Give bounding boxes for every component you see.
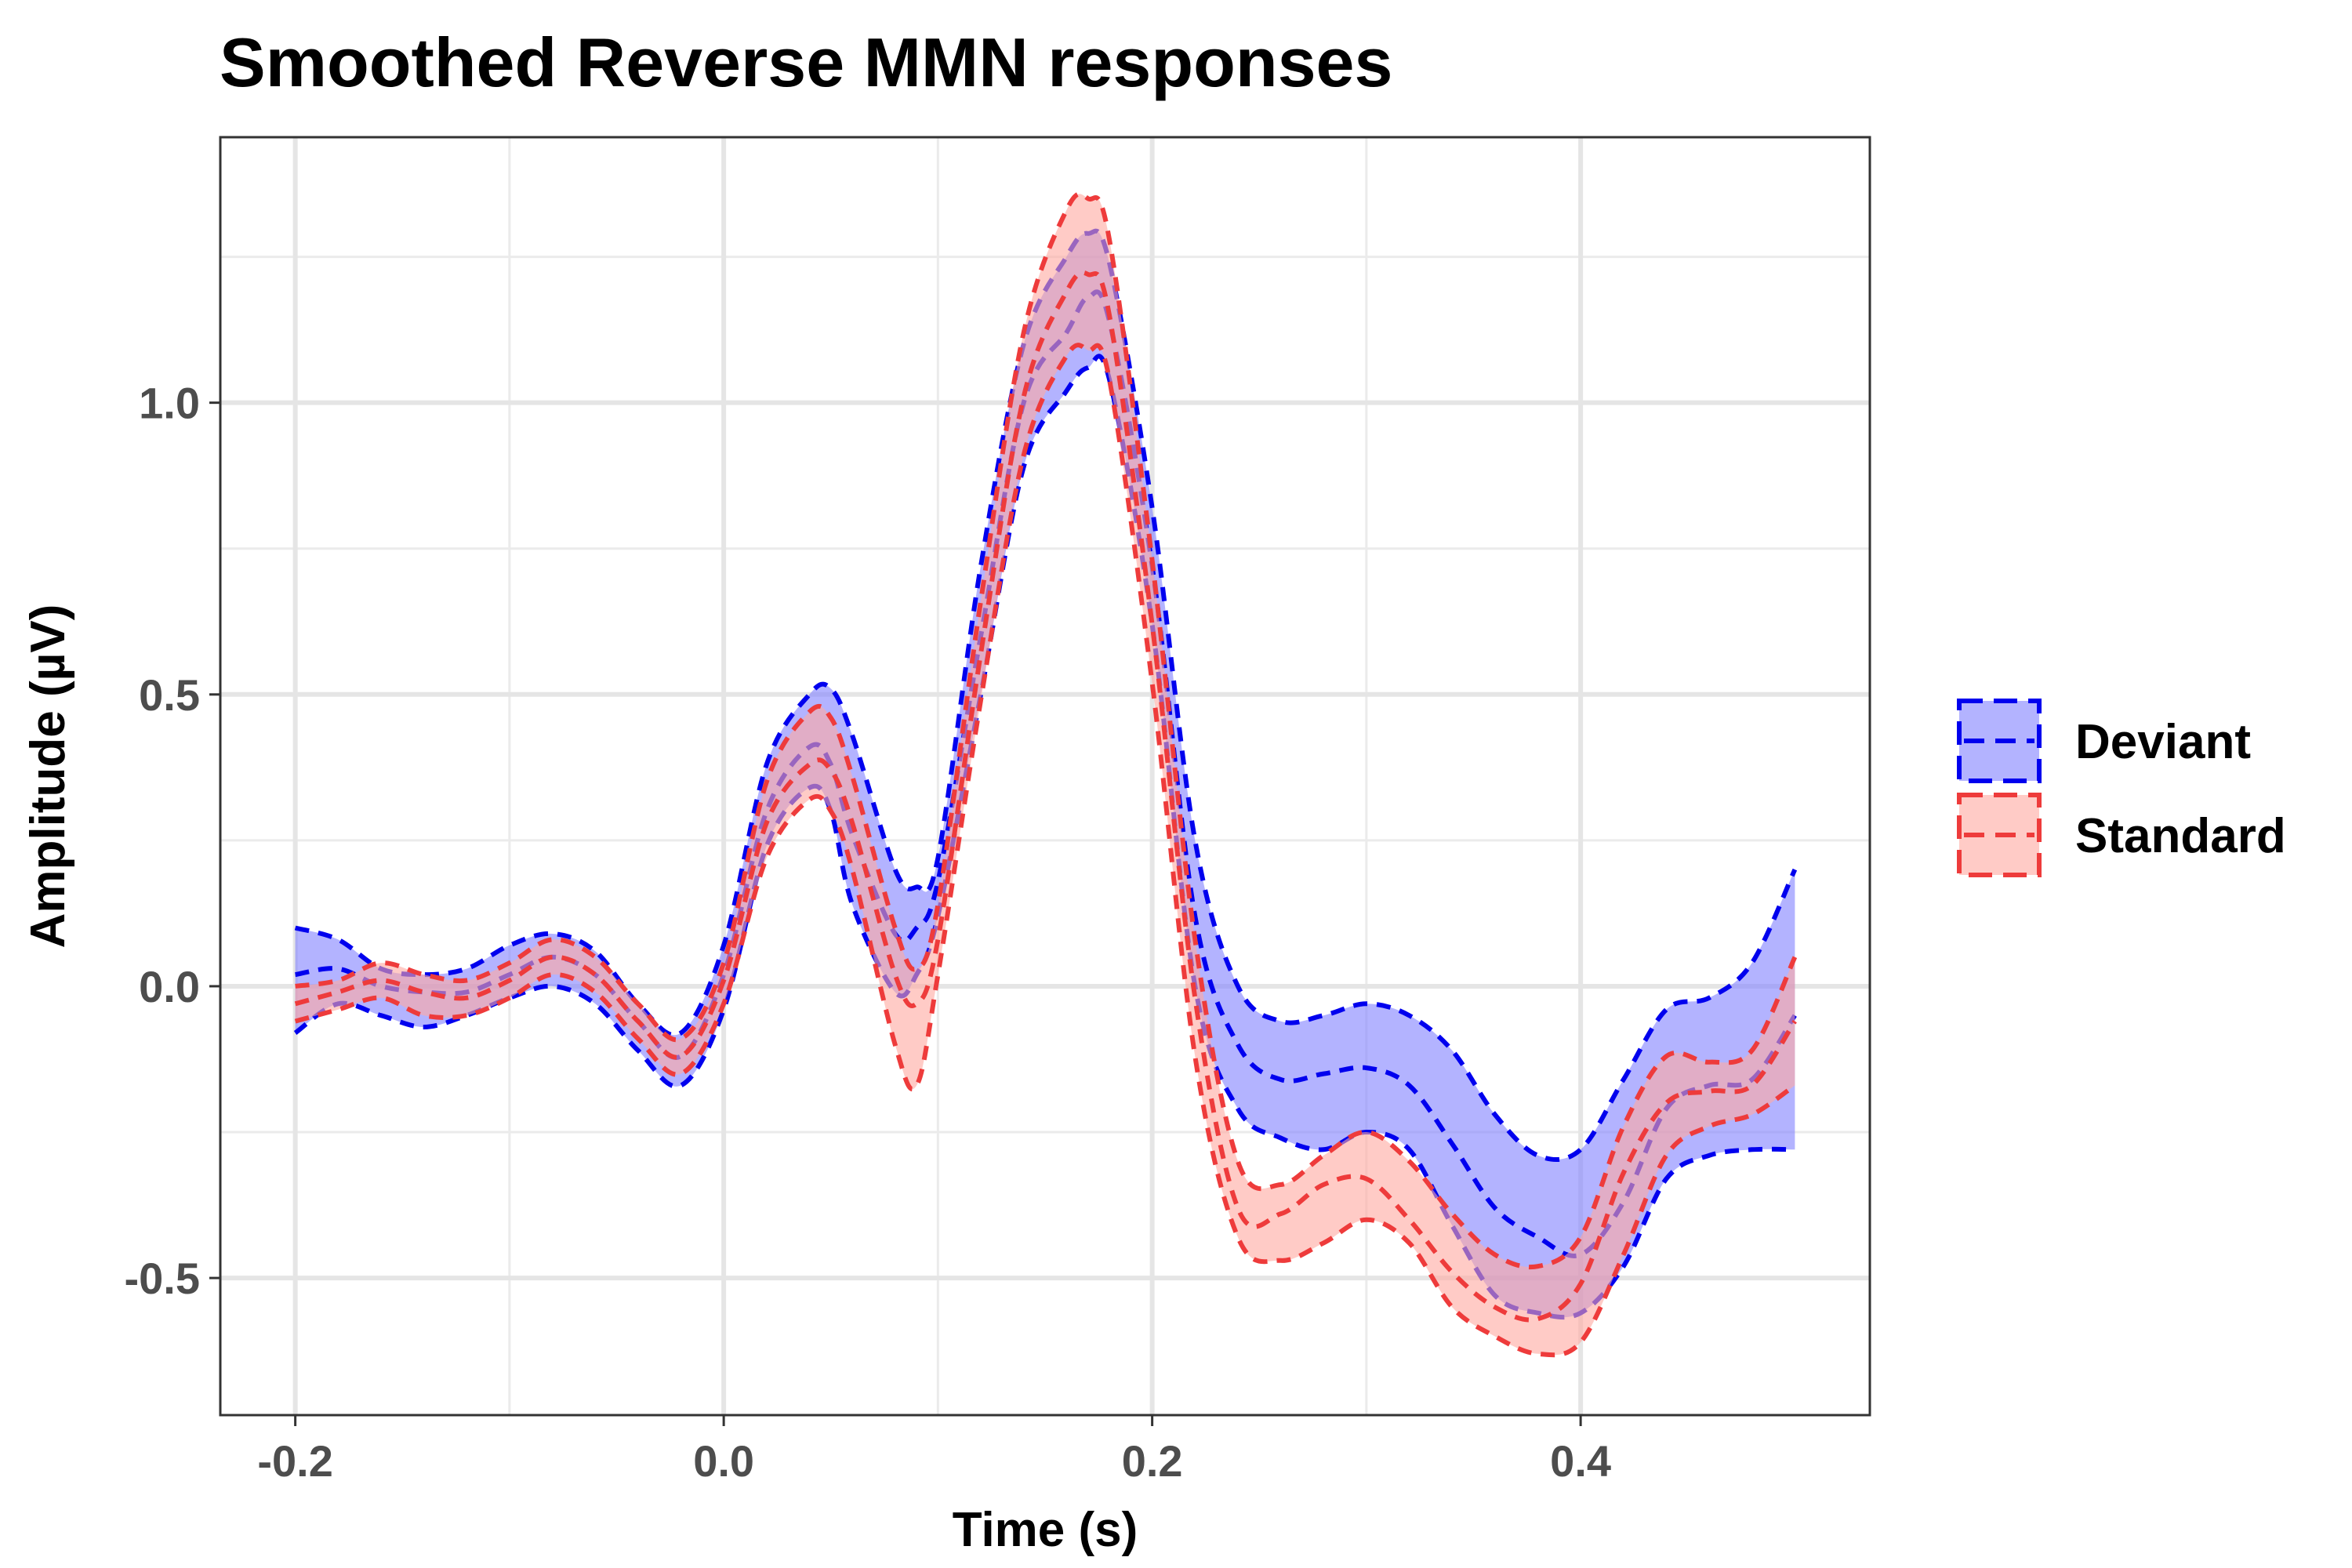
x-tick-label: 0.2 bbox=[1122, 1436, 1183, 1486]
y-axis-ticks: -0.5 0.0 0.5 1.0 bbox=[125, 379, 220, 1303]
y-tick-label: -0.5 bbox=[125, 1254, 201, 1303]
legend-label-deviant: Deviant bbox=[2075, 715, 2251, 769]
plot-panel bbox=[219, 136, 1871, 1417]
x-tick-label: -0.2 bbox=[257, 1436, 333, 1486]
x-axis-ticks: -0.2 0.0 0.2 0.4 bbox=[257, 1415, 1611, 1486]
plot-border bbox=[219, 136, 1871, 1417]
x-axis-title: Time (s) bbox=[953, 1503, 1138, 1557]
series-layer bbox=[293, 191, 1798, 1358]
legend: Deviant Standard bbox=[1957, 699, 2286, 877]
grid-minor bbox=[220, 137, 1870, 1415]
legend-item-deviant: Deviant bbox=[1957, 699, 2251, 783]
line-mean-standard bbox=[294, 270, 1797, 1323]
chart-title: Smoothed Reverse MMN responses bbox=[220, 24, 1392, 101]
y-tick-label: 0.0 bbox=[139, 962, 200, 1011]
line-lower-standard bbox=[294, 343, 1797, 1358]
y-tick-label: 1.0 bbox=[139, 379, 200, 428]
y-tick-label: 0.5 bbox=[139, 670, 200, 720]
line-upper-standard bbox=[295, 191, 1798, 1270]
series-standard bbox=[294, 191, 1798, 1358]
ribbon-standard bbox=[295, 194, 1795, 1356]
legend-item-standard: Standard bbox=[1957, 793, 2286, 877]
legend-label-standard: Standard bbox=[2075, 809, 2286, 863]
x-tick-label: 0.4 bbox=[1550, 1436, 1611, 1486]
x-tick-label: 0.0 bbox=[693, 1436, 754, 1486]
y-axis-title: Amplitude (µV) bbox=[21, 604, 75, 949]
